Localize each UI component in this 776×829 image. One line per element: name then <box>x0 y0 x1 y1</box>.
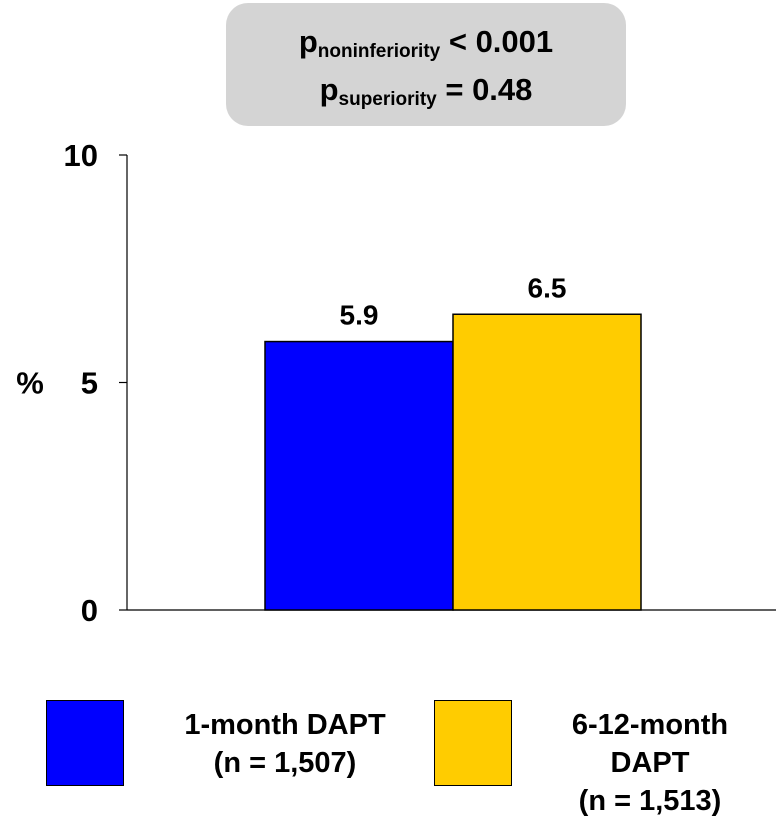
x-axis-category-label: Primary Outcome <box>332 648 574 650</box>
legend-label-1-month: 1-month DAPT (n = 1,507) <box>184 709 386 779</box>
bar-value-label-1-month: 5.9 <box>340 300 379 331</box>
p-noninferiority-line: pnoninferiority < 0.001 <box>298 24 554 62</box>
p-superiority-line: psuperiority = 0.48 <box>319 72 533 110</box>
legend-swatch-6-12-month <box>434 700 512 786</box>
y-tick-label-5: 5 <box>81 366 98 401</box>
y-axis-label: % <box>16 366 44 401</box>
bar-chart: 0 5 10% 5.9 6.5 Primary Outcome <box>16 138 776 650</box>
y-tick-label-0: 0 <box>81 593 98 628</box>
legend-swatch-1-month <box>46 700 124 786</box>
p-value-box: pnoninferiority < 0.001 psuperiority = 0… <box>226 3 626 126</box>
bar-value-label-6-12-month: 6.5 <box>528 272 567 303</box>
legend-label-6-12-month: 6-12-month DAPT (n = 1,513) <box>571 709 729 817</box>
bar-6-12-month-dapt <box>452 313 642 611</box>
y-tick-label-10: 10 <box>64 138 98 173</box>
bar-1-month-dapt <box>264 340 454 611</box>
